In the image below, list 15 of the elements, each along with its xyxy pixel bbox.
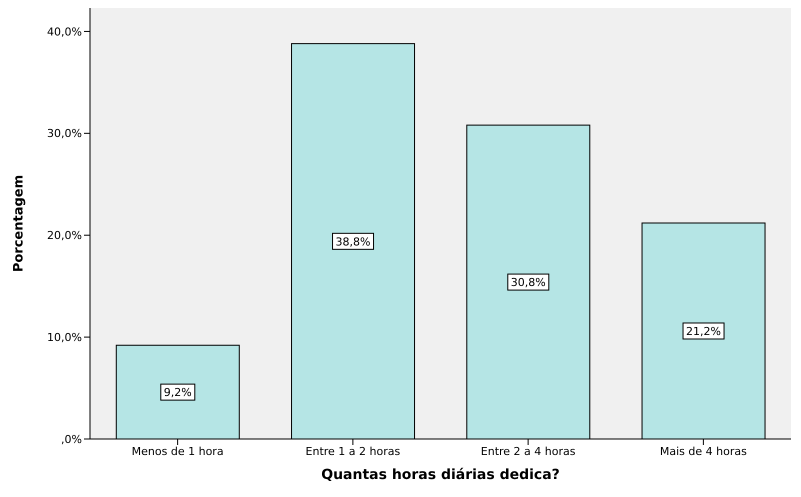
- data-label: 21,2%: [686, 324, 722, 338]
- y-axis-title: Porcentagem: [12, 174, 27, 272]
- x-tick-label: Menos de 1 hora: [132, 444, 224, 458]
- data-label: 30,8%: [510, 276, 546, 290]
- y-tick-label: 30,0%: [47, 127, 82, 140]
- y-tick-label: 10,0%: [47, 331, 82, 344]
- y-tick-label: 40,0%: [47, 25, 82, 38]
- x-tick-label: Mais de 4 horas: [660, 444, 748, 458]
- x-tick-label: Entre 2 a 4 horas: [480, 444, 576, 458]
- x-axis-title: Quantas horas diárias dedica?: [321, 467, 560, 483]
- data-label: 38,8%: [336, 235, 371, 248]
- data-label: 9,2%: [164, 386, 192, 400]
- y-tick-label: 20,0%: [47, 229, 82, 242]
- x-tick-label: Entre 1 a 2 horas: [306, 444, 400, 458]
- y-tick-label: ,0%: [61, 432, 82, 446]
